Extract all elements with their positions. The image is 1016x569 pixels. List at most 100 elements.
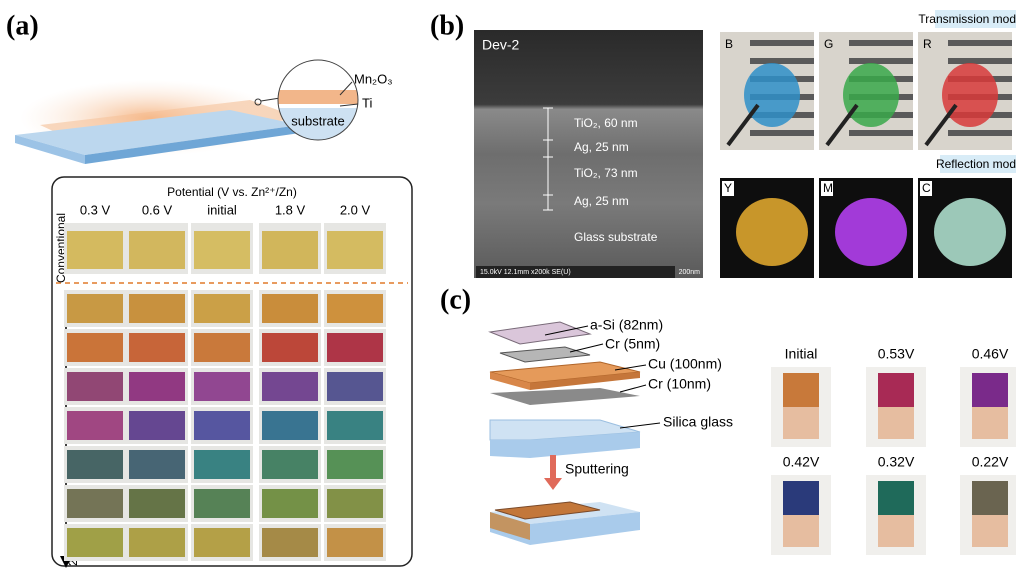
column-label: initial xyxy=(207,202,237,217)
sample-letter: Y xyxy=(724,181,732,195)
letter-bg xyxy=(722,181,734,196)
sem-layer-label: Ag, 25 nm xyxy=(574,194,629,208)
sample-swatch xyxy=(67,333,123,362)
leader xyxy=(544,325,589,336)
mode-tag xyxy=(935,10,1016,28)
zoom-point xyxy=(254,98,262,106)
window-band xyxy=(750,130,814,136)
layer-label: Silica glass xyxy=(663,414,733,430)
sample-swatch xyxy=(194,528,250,557)
ti-layer xyxy=(278,104,358,108)
sample-swatch xyxy=(129,450,185,479)
sem-scale: 200nm xyxy=(679,269,701,276)
process-label: Sputtering xyxy=(565,461,629,477)
sample-swatch xyxy=(67,231,123,269)
holder xyxy=(924,103,958,147)
sample-swatch xyxy=(129,528,185,557)
sem-infobar xyxy=(476,266,675,278)
sample-swatch xyxy=(194,333,250,362)
sem-info: 15.0kV 12.1mm x200k SE(U) xyxy=(480,269,571,276)
sample-swatch xyxy=(262,411,318,440)
sample-letter: R xyxy=(923,37,932,51)
sample-cu xyxy=(783,407,819,439)
mode-tag xyxy=(940,155,1016,173)
sample-swatch xyxy=(194,411,250,440)
letter-bg xyxy=(920,181,932,196)
result-film xyxy=(494,501,601,520)
sample-swatch xyxy=(67,294,123,323)
sample-cu xyxy=(878,407,914,439)
sample-letter: B xyxy=(725,37,733,51)
window-band xyxy=(849,58,913,64)
sample-film xyxy=(783,373,819,407)
sample-swatch xyxy=(327,489,383,518)
sample-swatch xyxy=(67,489,123,518)
leader xyxy=(619,422,661,429)
sample-swatch xyxy=(194,489,250,518)
filter-disc xyxy=(744,63,800,127)
sample-swatch xyxy=(327,294,383,323)
sample-label: 0.42V xyxy=(783,454,820,470)
silica-side xyxy=(490,432,640,458)
sample-film xyxy=(972,481,1008,515)
leader xyxy=(339,103,359,107)
sem-title: Dev-2 xyxy=(482,37,520,53)
window-band xyxy=(750,40,814,46)
cu-side xyxy=(530,372,640,390)
sample-swatch xyxy=(194,372,250,401)
sample-label: 0.53V xyxy=(878,346,915,362)
sem-layer-label: Ag, 25 nm xyxy=(574,140,629,154)
substrate-side xyxy=(85,125,300,164)
sample-swatch xyxy=(262,333,318,362)
sample-swatch xyxy=(194,294,250,323)
sem-layer-label: Glass substrate xyxy=(574,230,658,244)
axis-title: Potential (V vs. Zn²⁺/Zn) xyxy=(167,185,297,199)
zoom-line xyxy=(260,97,281,102)
sample-film xyxy=(878,481,914,515)
sample-swatch xyxy=(262,489,318,518)
sample-swatch xyxy=(67,528,123,557)
reflection-disc xyxy=(835,198,907,266)
sample-label: 0.32V xyxy=(878,454,915,470)
sample-film xyxy=(878,373,914,407)
panel-label: (b) xyxy=(430,10,464,41)
sample-cu xyxy=(878,515,914,547)
substrate-front xyxy=(15,135,85,164)
process-arrow xyxy=(544,455,562,490)
window-band xyxy=(849,40,913,46)
window-band xyxy=(750,58,814,64)
sample-swatch xyxy=(67,450,123,479)
column-label: 0.6 V xyxy=(142,202,173,217)
sample-swatch xyxy=(327,333,383,362)
sample-swatch xyxy=(327,231,383,269)
sample-swatch xyxy=(129,294,185,323)
leader xyxy=(339,81,353,96)
sample-swatch xyxy=(262,231,318,269)
sample-swatch xyxy=(327,411,383,440)
sample-swatch xyxy=(262,372,318,401)
layer-label: Cr (10nm) xyxy=(648,376,711,392)
filter-disc xyxy=(942,63,998,127)
sample-swatch xyxy=(262,528,318,557)
layer-label: Ti xyxy=(362,95,372,110)
sample-swatch xyxy=(262,294,318,323)
panel-label: (a) xyxy=(6,10,39,41)
result-film-side xyxy=(490,512,530,540)
zoom-circle xyxy=(277,59,359,141)
window-band xyxy=(948,130,1012,136)
cr-layer xyxy=(490,388,640,405)
sample-label: Initial xyxy=(785,346,818,362)
layer-label: substrate xyxy=(291,113,344,128)
column-label: 2.0 V xyxy=(340,202,371,217)
mn2o3-layer xyxy=(278,90,358,104)
cu-front xyxy=(490,372,530,390)
leader xyxy=(614,364,647,371)
sample-swatch xyxy=(129,333,185,362)
sem-layer-label: TiO₂, 73 nm xyxy=(574,166,638,180)
holder xyxy=(726,103,760,147)
reflection-disc xyxy=(934,198,1006,266)
mode-title: Reflection mod xyxy=(936,157,1016,171)
letter-bg xyxy=(821,181,833,196)
reflection-disc xyxy=(736,198,808,266)
